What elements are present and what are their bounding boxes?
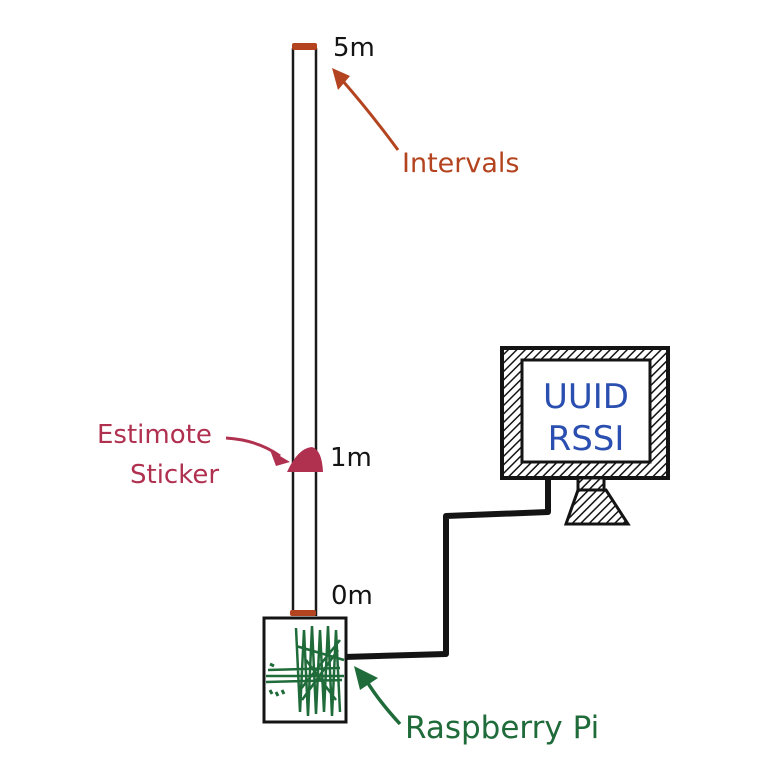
monitor-stand bbox=[563, 488, 631, 526]
monitor-text-uuid: UUID bbox=[543, 377, 629, 417]
sticker-arrow-head bbox=[270, 450, 290, 466]
cable bbox=[343, 480, 551, 660]
estimote-sticker-shape bbox=[287, 447, 323, 472]
monitor: UUID RSSI bbox=[500, 346, 670, 526]
interval-mark-5m bbox=[292, 43, 317, 50]
interval-mark-0m bbox=[290, 610, 316, 616]
raspberry-pi-dots bbox=[268, 662, 286, 697]
sticker-label-line2: Sticker bbox=[130, 460, 219, 490]
intervals-arrow-head bbox=[332, 68, 350, 90]
intervals-arrow-line bbox=[340, 79, 400, 151]
label-0m: 0m bbox=[331, 581, 373, 611]
sticker-label-line1: Estimote bbox=[97, 420, 212, 450]
monitor-text-rssi: RSSI bbox=[548, 419, 625, 459]
pi-arrow-line bbox=[364, 679, 402, 726]
pi-annotation: Raspberry Pi bbox=[354, 666, 599, 746]
intervals-annotation: Intervals bbox=[332, 68, 519, 179]
intervals-label: Intervals bbox=[402, 148, 519, 179]
raspberry-pi bbox=[262, 616, 348, 724]
raspberry-pi-scribble bbox=[265, 625, 345, 717]
sticker-annotation: Estimote Sticker bbox=[97, 420, 290, 490]
measuring-pole bbox=[291, 47, 318, 616]
label-5m: 5m bbox=[333, 33, 375, 63]
pi-arrow-head bbox=[354, 666, 378, 690]
pi-label: Raspberry Pi bbox=[405, 710, 599, 746]
sticker-arrow-line bbox=[225, 436, 281, 458]
monitor-screen bbox=[520, 358, 652, 464]
label-1m: 1m bbox=[330, 443, 372, 473]
